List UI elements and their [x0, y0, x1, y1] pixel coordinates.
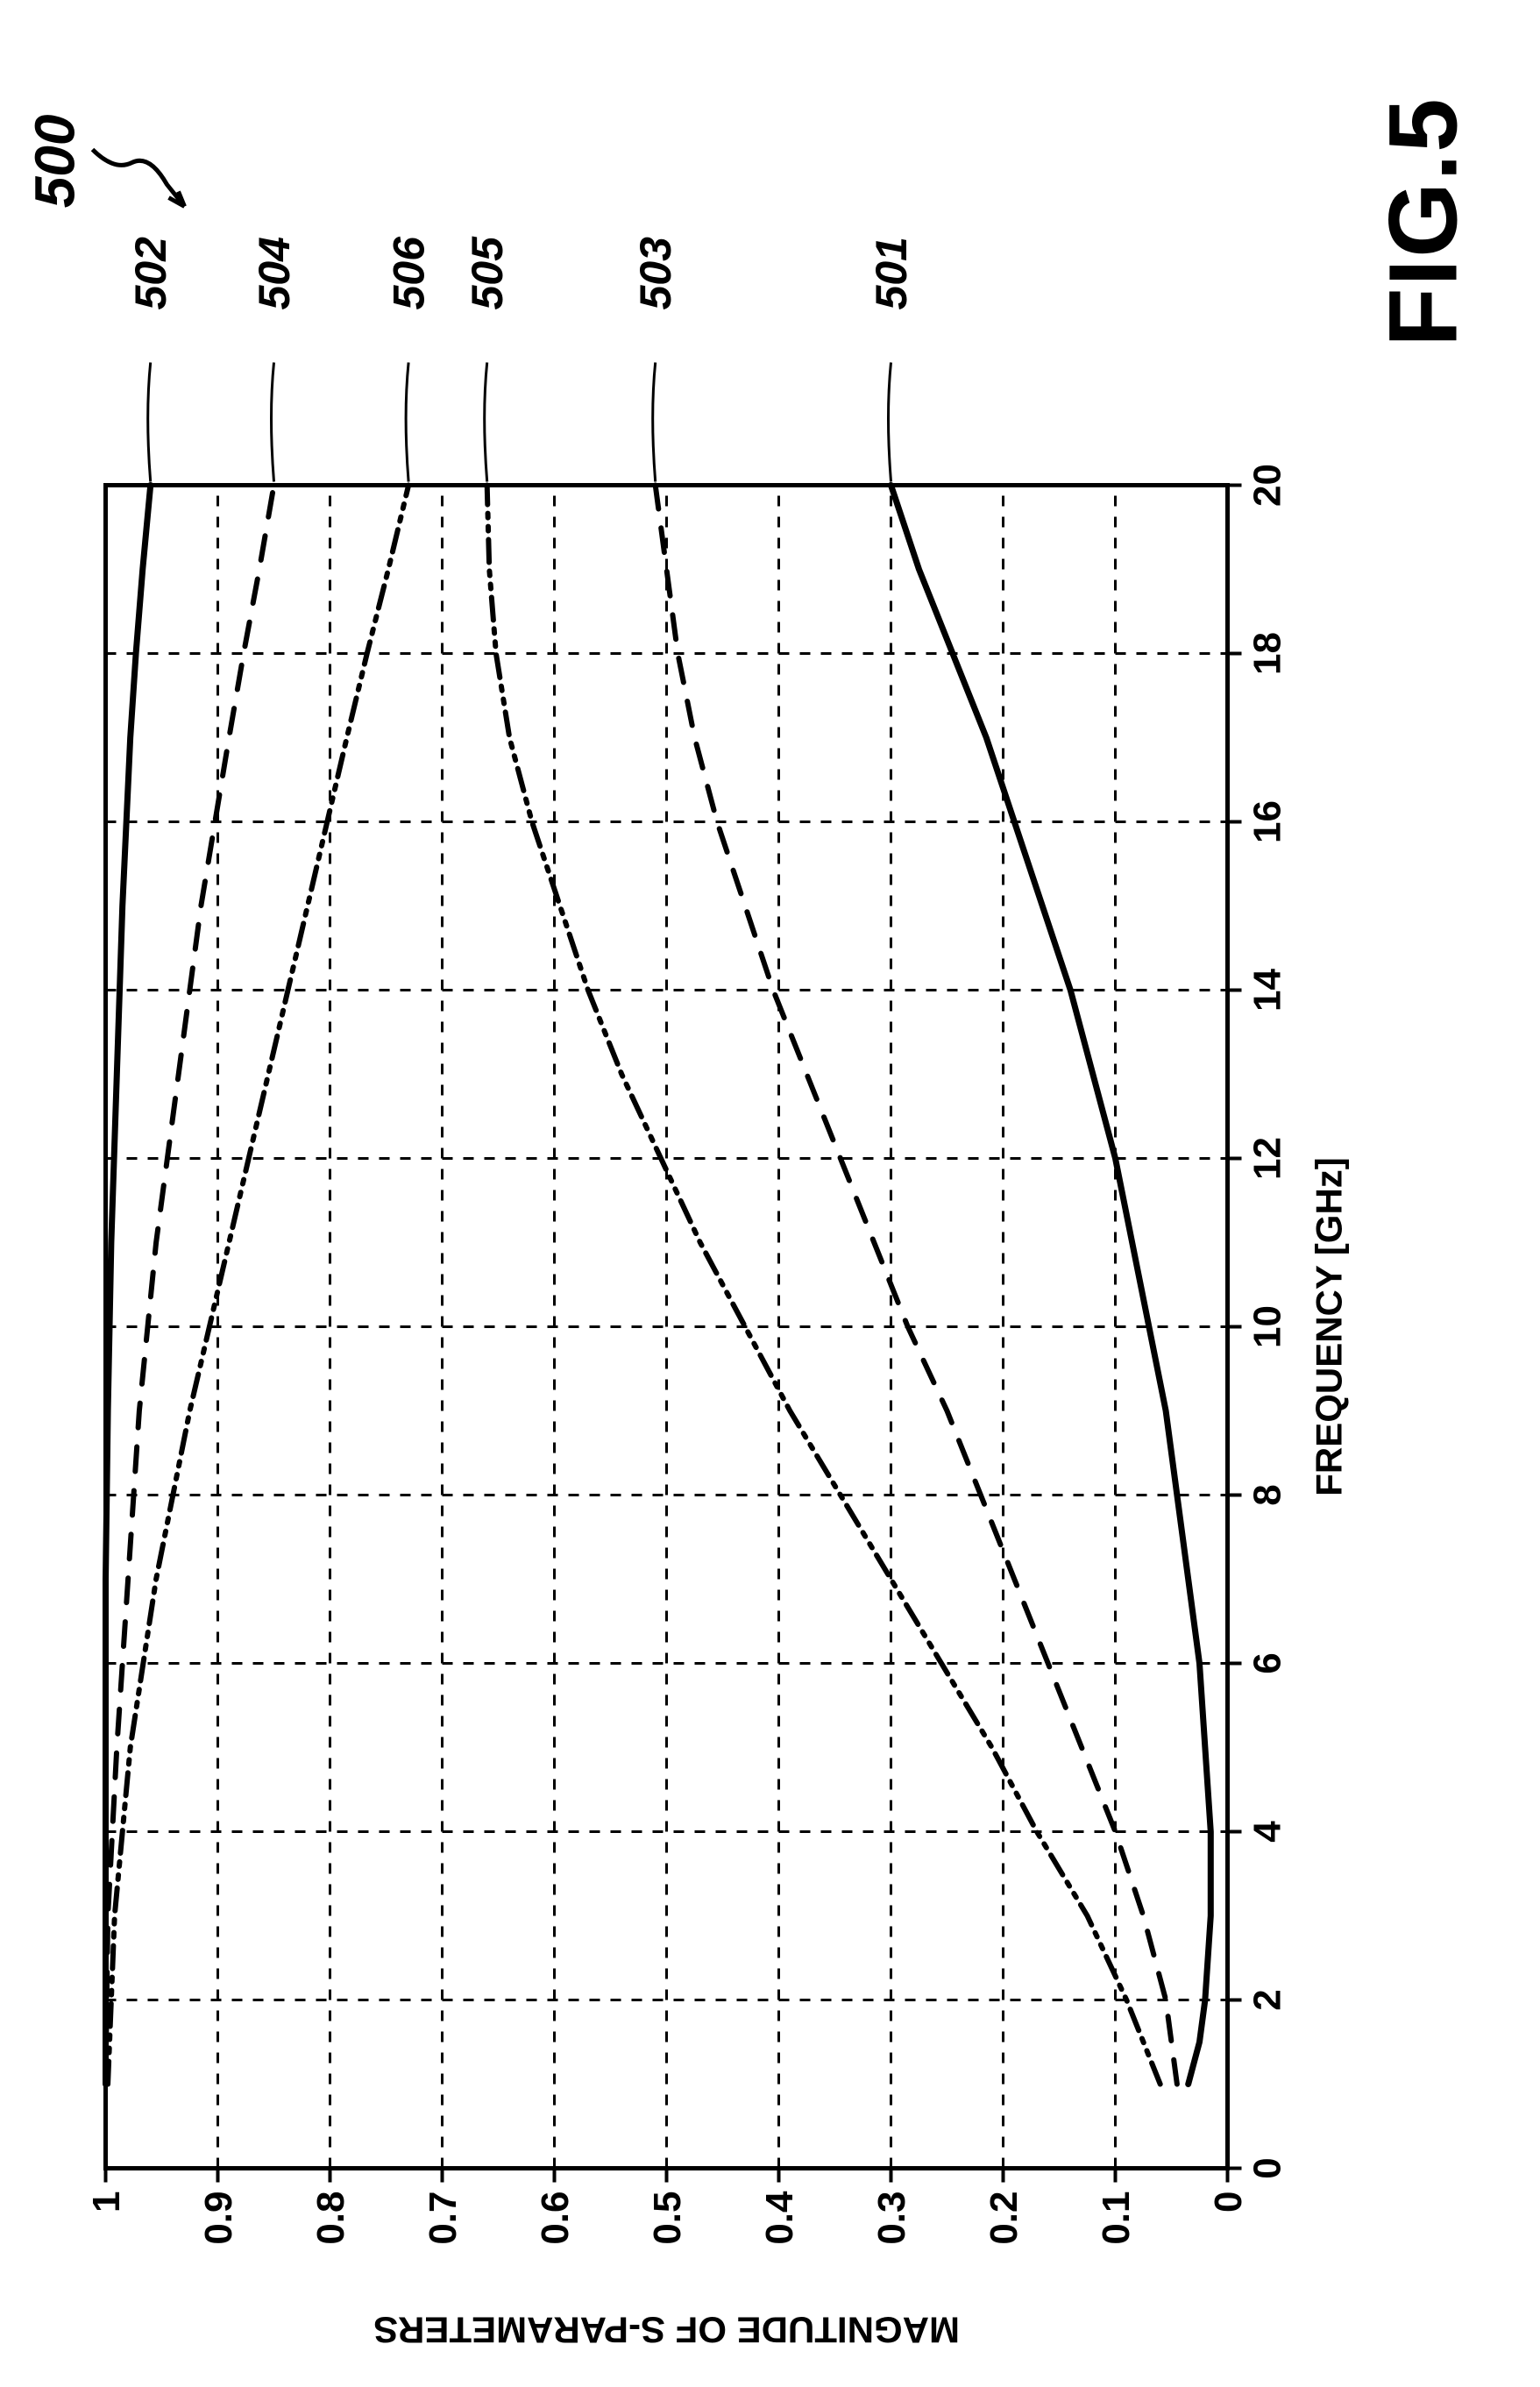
callout-leader-506 [406, 362, 408, 481]
callout-leader-505 [484, 362, 486, 481]
x-tick-label: 20 [1245, 464, 1288, 507]
callout-label-505: 505 [463, 235, 512, 309]
y-tick-label: 0.8 [309, 2191, 351, 2244]
callout-label-503: 503 [631, 236, 680, 309]
callout-label-506: 506 [384, 235, 433, 309]
x-tick-label: 18 [1245, 632, 1288, 675]
y-axis-label: MAGNITUDE OF S-PARAMETERS [373, 2309, 960, 2350]
series-503 [655, 485, 1176, 2084]
y-tick-label: 0.9 [196, 2191, 239, 2244]
rotated-landscape-content: 500 0246810121416182000.10.20.30.40.50.6… [0, 0, 1540, 2387]
x-tick-label: 14 [1245, 968, 1288, 1011]
x-tick-label: 10 [1245, 1305, 1288, 1348]
series-505 [486, 485, 1160, 2084]
x-tick-label: 2 [1245, 1989, 1288, 2010]
x-tick-label: 12 [1245, 1137, 1288, 1180]
callout-label-501: 501 [867, 237, 916, 309]
x-axis-label: FREQUENCY [GHz] [1308, 1157, 1349, 1496]
callout-leader-502 [147, 362, 150, 481]
callout-label-504: 504 [250, 237, 299, 309]
x-tick-label: 16 [1245, 800, 1288, 843]
y-tick-label: 0 [1206, 2191, 1249, 2212]
y-tick-label: 0.3 [869, 2191, 912, 2244]
x-tick-label: 0 [1245, 2157, 1288, 2178]
figure-label: FIG.5 [1367, 96, 1479, 346]
y-tick-label: 0.7 [421, 2191, 464, 2244]
series-501 [891, 485, 1210, 2084]
y-tick-label: 0.1 [1094, 2191, 1137, 2244]
callout-label-502: 502 [126, 236, 175, 309]
callout-leader-503 [652, 362, 655, 481]
x-tick-label: 8 [1245, 1484, 1288, 1505]
y-tick-label: 1 [84, 2191, 127, 2212]
callout-leader-504 [271, 362, 273, 481]
y-tick-label: 0.6 [533, 2191, 576, 2244]
s-parameter-chart: 0 2 4 6 8 10 12 14 16 18 20 0 0.1 0.2 0.3 0.4 0.5 0.6 0.7 0… [0, 0, 1540, 2387]
y-tick-label: 0.5 [645, 2191, 688, 2244]
y-tick-label: 0.2 [982, 2191, 1025, 2244]
callout-leader-501 [888, 362, 891, 481]
y-tick-label: 0.4 [757, 2190, 800, 2244]
x-tick-label: 6 [1245, 1652, 1288, 1673]
x-tick-label: 4 [1245, 1820, 1288, 1842]
